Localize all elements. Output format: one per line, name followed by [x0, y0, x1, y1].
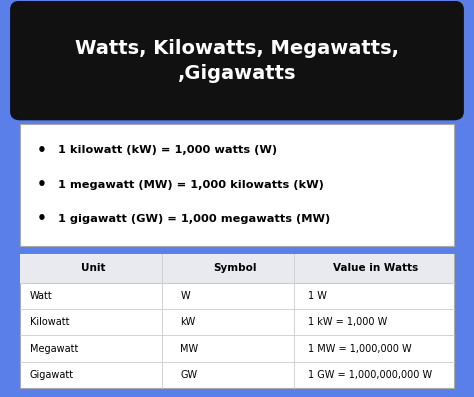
- Text: Unit: Unit: [81, 264, 106, 274]
- Text: Symbol: Symbol: [213, 264, 256, 274]
- Text: 1 W: 1 W: [308, 291, 327, 301]
- Text: 1 gigawatt (GW) = 1,000 megawatts (MW): 1 gigawatt (GW) = 1,000 megawatts (MW): [58, 214, 330, 224]
- FancyBboxPatch shape: [20, 254, 454, 283]
- Text: 1 kilowatt (kW) = 1,000 watts (W): 1 kilowatt (kW) = 1,000 watts (W): [58, 145, 277, 156]
- Text: 1 kW = 1,000 W: 1 kW = 1,000 W: [308, 317, 387, 328]
- Text: kW: kW: [181, 317, 196, 328]
- Text: Kilowatt: Kilowatt: [30, 317, 69, 328]
- Text: •: •: [36, 143, 46, 158]
- Text: Megawatt: Megawatt: [30, 343, 78, 353]
- Text: GW: GW: [181, 370, 198, 380]
- Text: MW: MW: [181, 343, 199, 353]
- Text: 1 megawatt (MW) = 1,000 kilowatts (kW): 1 megawatt (MW) = 1,000 kilowatts (kW): [58, 180, 324, 190]
- FancyBboxPatch shape: [20, 254, 454, 388]
- Text: •: •: [36, 212, 46, 226]
- FancyBboxPatch shape: [20, 123, 454, 246]
- Text: Watt: Watt: [30, 291, 53, 301]
- Text: W: W: [181, 291, 190, 301]
- FancyBboxPatch shape: [11, 1, 463, 119]
- Text: Value in Watts: Value in Watts: [333, 264, 419, 274]
- Text: Gigawatt: Gigawatt: [30, 370, 74, 380]
- Text: •: •: [36, 177, 46, 192]
- Text: Watts, Kilowatts, Megawatts,
,Gigawatts: Watts, Kilowatts, Megawatts, ,Gigawatts: [75, 39, 399, 83]
- Text: 1 MW = 1,000,000 W: 1 MW = 1,000,000 W: [308, 343, 411, 353]
- Text: 1 GW = 1,000,000,000 W: 1 GW = 1,000,000,000 W: [308, 370, 432, 380]
